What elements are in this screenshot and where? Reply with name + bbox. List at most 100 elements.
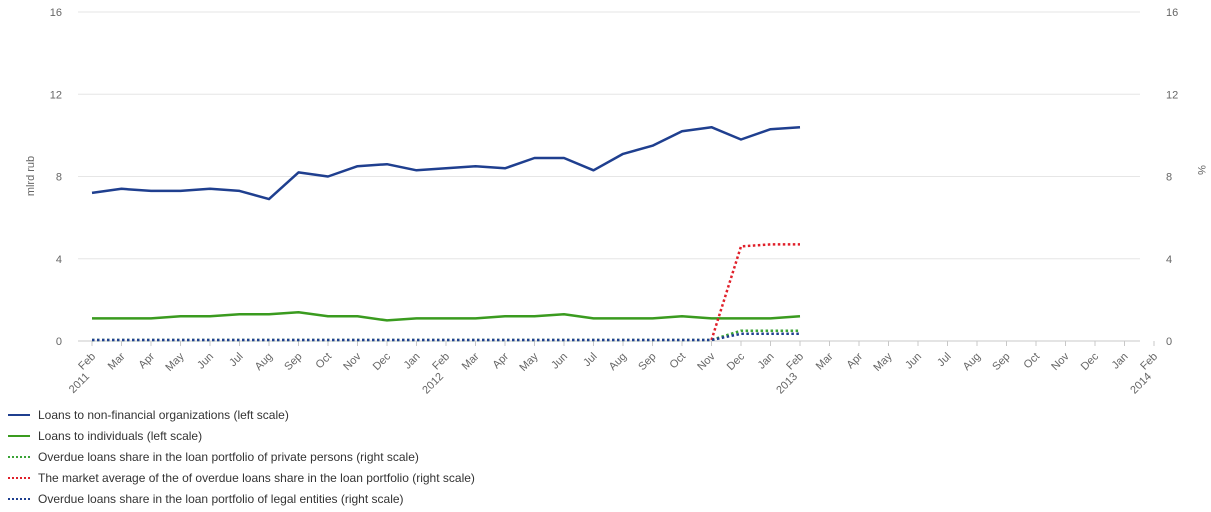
legend-label: Loans to non-financial organizations (le… bbox=[38, 407, 289, 422]
series-5-point bbox=[268, 339, 270, 341]
series-5-point bbox=[504, 339, 506, 341]
y-left-tick-label: 0 bbox=[56, 336, 62, 348]
series-5-point bbox=[445, 339, 447, 341]
legend-item[interactable]: Overdue loans share in the loan portfoli… bbox=[8, 446, 475, 467]
series-2-point bbox=[416, 318, 418, 320]
series-5-point bbox=[150, 339, 152, 341]
chart-area: 0 0 4 4 8 8 12 12 16 16 mlrd rub% Feb Mar Apr May Jun Ju… bbox=[25, 7, 1207, 397]
series-1-point bbox=[445, 167, 447, 169]
series-1-point bbox=[298, 172, 300, 174]
series-line-3 bbox=[92, 329, 800, 342]
y-left-tick-label: 8 bbox=[56, 172, 62, 184]
series-2-point bbox=[475, 318, 477, 320]
x-year-label: 2013 bbox=[774, 371, 800, 397]
series-2-point bbox=[534, 316, 536, 318]
x-tick-label: Sep bbox=[282, 351, 304, 373]
legend-label: Overdue loans share in the loan portfoli… bbox=[38, 491, 404, 506]
series-5-point bbox=[740, 333, 742, 335]
legend-item[interactable]: The market average of the of overdue loa… bbox=[8, 467, 475, 488]
series-4-point bbox=[740, 246, 742, 248]
legend-swatch bbox=[8, 434, 30, 437]
series-5-point bbox=[298, 339, 300, 341]
series-2-point bbox=[593, 318, 595, 320]
series-5-point bbox=[652, 339, 654, 341]
x-tick-label: Feb bbox=[76, 351, 98, 373]
x-tick-label: Nov bbox=[1049, 350, 1072, 373]
x-tick-label: May bbox=[517, 350, 541, 374]
series-1-point bbox=[740, 139, 742, 141]
x-tick-label: Oct bbox=[314, 351, 335, 372]
series-3-point bbox=[799, 330, 801, 332]
series-1-point bbox=[150, 190, 152, 192]
legend: Loans to non-financial organizations (le… bbox=[8, 404, 475, 509]
series-1-point bbox=[504, 167, 506, 169]
x-tick-label: Dec bbox=[1079, 350, 1102, 373]
series-1-point bbox=[799, 126, 801, 128]
series-3-point bbox=[770, 330, 772, 332]
series-4-point bbox=[799, 244, 801, 246]
series-1-point bbox=[711, 126, 713, 128]
series-1-point bbox=[268, 198, 270, 200]
series-line-1 bbox=[91, 125, 801, 201]
y-right-tick-label: 8 bbox=[1166, 172, 1172, 184]
x-tick-label: Jan bbox=[1110, 351, 1131, 372]
x-tick-label: Apr bbox=[137, 350, 158, 371]
legend-item[interactable]: Overdue loans share in the loan portfoli… bbox=[8, 488, 475, 509]
series-1-point bbox=[209, 188, 211, 190]
series-5-point bbox=[180, 339, 182, 341]
x-tick-label: Nov bbox=[341, 350, 364, 373]
x-tick-label: Oct bbox=[1022, 351, 1043, 372]
x-tick-label: Mar bbox=[106, 350, 128, 372]
series-2-point bbox=[770, 318, 772, 320]
series-1-point bbox=[386, 163, 388, 165]
y-left-tick-label: 12 bbox=[50, 89, 62, 101]
x-tick-label: Apr bbox=[491, 350, 512, 371]
x-tick-label: Dec bbox=[371, 350, 394, 373]
series-1-point bbox=[770, 128, 772, 130]
series-2-point bbox=[622, 318, 624, 320]
series-5-point bbox=[357, 339, 359, 341]
x-tick-label: Oct bbox=[668, 351, 689, 372]
series-2-point bbox=[180, 316, 182, 318]
y-right-tick-label: 0 bbox=[1166, 336, 1172, 348]
x-tick-label: Aug bbox=[961, 351, 983, 373]
x-year-label: 2011 bbox=[67, 371, 92, 396]
series-line-5 bbox=[92, 332, 800, 342]
series-2-point bbox=[298, 311, 300, 313]
series-2-point bbox=[563, 313, 565, 315]
series-5-point bbox=[327, 339, 329, 341]
series-2-point bbox=[91, 318, 93, 320]
series-5-point bbox=[386, 339, 388, 341]
series-5-point bbox=[799, 333, 801, 335]
x-tick-label: Jul bbox=[581, 351, 599, 369]
series-5-point bbox=[563, 339, 565, 341]
series-2-point bbox=[121, 318, 123, 320]
series-1-point bbox=[622, 153, 624, 155]
legend-item[interactable]: Loans to non-financial organizations (le… bbox=[8, 404, 475, 425]
series-2-point bbox=[327, 316, 329, 318]
series-1-point bbox=[652, 145, 654, 147]
legend-swatch bbox=[8, 455, 30, 458]
series-1-point bbox=[593, 170, 595, 172]
x-tick-label: Feb bbox=[1138, 351, 1160, 373]
legend-item[interactable]: Loans to individuals (left scale) bbox=[8, 425, 475, 446]
x-tick-label: Apr bbox=[845, 350, 866, 371]
legend-swatch bbox=[8, 413, 30, 416]
series-1-point bbox=[121, 188, 123, 190]
series-5-point bbox=[239, 339, 241, 341]
series-2-point bbox=[445, 318, 447, 320]
series-line-2 bbox=[92, 310, 801, 322]
x-tick-label: Jul bbox=[935, 351, 953, 369]
x-tick-label: Jan bbox=[402, 351, 423, 372]
series-2-point bbox=[504, 316, 506, 318]
x-tick-label: Jun bbox=[903, 351, 924, 372]
y-right-axis-label: % bbox=[1195, 165, 1207, 175]
x-tick-label: Sep bbox=[636, 351, 658, 373]
x-tick-label: Nov bbox=[695, 350, 718, 373]
y-right-tick-label: 12 bbox=[1166, 89, 1178, 101]
x-tick-label: Mar bbox=[814, 350, 836, 372]
series-5-point bbox=[475, 339, 477, 341]
series-5-point bbox=[770, 333, 772, 335]
legend-swatch bbox=[8, 497, 30, 500]
